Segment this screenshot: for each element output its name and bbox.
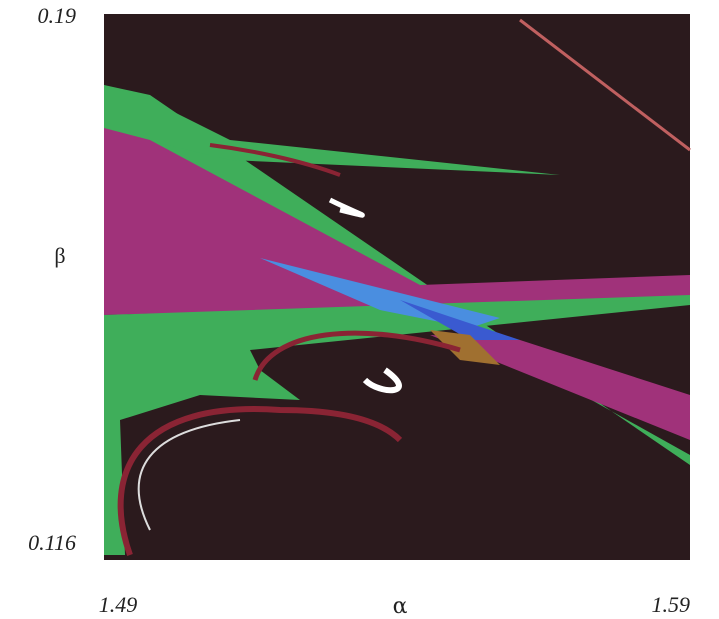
y-tick-label: 0.19 bbox=[38, 3, 77, 28]
y-axis-label: β bbox=[54, 243, 65, 268]
y-tick-label: 0.116 bbox=[28, 530, 76, 555]
x-tick-label: 1.59 bbox=[652, 592, 691, 617]
x-axis-label: α bbox=[393, 594, 408, 619]
chart: α β 1.49 1.59 0.116 0.19 bbox=[0, 0, 719, 619]
x-tick-label: 1.49 bbox=[99, 592, 138, 617]
plot-image bbox=[104, 14, 690, 560]
